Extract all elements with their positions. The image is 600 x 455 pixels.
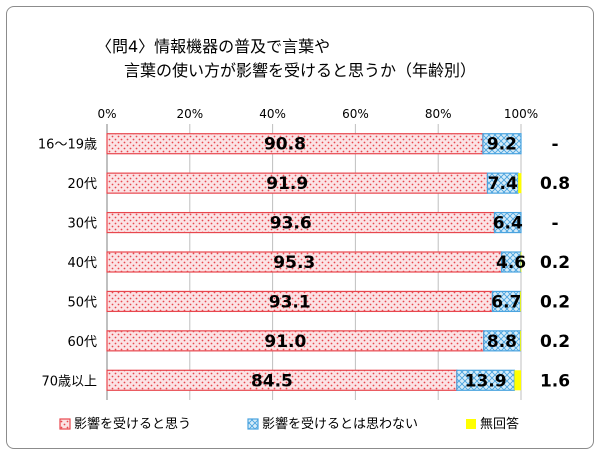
data-label: 84.5: [251, 371, 293, 391]
data-label-no-answer: 0.2: [540, 253, 570, 273]
bar-segment: [518, 173, 522, 194]
legend-swatch: [247, 418, 259, 430]
data-label-no-answer: 1.6: [540, 371, 570, 391]
data-label: 93.1: [269, 292, 311, 312]
x-tick-label: 60%: [342, 107, 369, 121]
data-label: 13.9: [465, 371, 507, 391]
category-label: 50代: [67, 295, 97, 310]
chart-title-line: 〈問4〉情報機器の普及で言葉や: [96, 37, 330, 56]
bar-segment: [520, 291, 521, 312]
x-tick-label: 20%: [176, 107, 203, 121]
data-label-no-answer: 0.8: [540, 174, 570, 194]
x-tick-label: 100%: [504, 107, 538, 121]
data-label-no-answer: -: [551, 135, 558, 155]
bar-segment: [520, 252, 522, 272]
data-label: 6.7: [491, 292, 521, 312]
category-label: 60代: [67, 335, 97, 350]
data-label: 6.4: [493, 214, 523, 234]
category-label: 30代: [67, 217, 97, 232]
data-label: 93.6: [270, 214, 312, 234]
data-label: 7.4: [488, 174, 518, 194]
legend-swatch: [59, 418, 71, 430]
x-tick-label: 80%: [425, 107, 452, 121]
data-label: 90.8: [264, 135, 306, 155]
bar-segment: [493, 211, 522, 234]
data-label-no-answer: -: [551, 214, 558, 234]
data-label: 8.8: [487, 332, 517, 352]
data-label: 9.2: [487, 135, 517, 155]
category-label: 20代: [67, 177, 97, 192]
data-label-no-answer: 0.2: [540, 332, 570, 352]
category-label: 40代: [67, 256, 97, 271]
legend-label: 無回答: [480, 416, 519, 432]
legend-label: 影響を受けるとは思わない: [262, 416, 418, 432]
data-label: 91.0: [264, 332, 306, 352]
x-tick-label: 40%: [259, 107, 286, 121]
data-label: 4.6: [496, 253, 526, 273]
category-label: 16～19歳: [38, 138, 97, 153]
data-label: 91.9: [266, 174, 308, 194]
category-label: 70歳以上: [41, 374, 97, 389]
bar-segment: [482, 133, 522, 155]
legend-label: 影響を受けると思う: [74, 416, 191, 432]
bar-segment: [520, 330, 521, 351]
x-tick-label: 0%: [97, 107, 116, 121]
data-label-no-answer: 0.2: [540, 292, 570, 312]
bar-segment: [514, 370, 521, 391]
legend-swatch: [466, 419, 476, 429]
chart-title-line: 言葉の使い方が影響を受けると思うか（年齢別）: [124, 61, 476, 80]
data-label: 95.3: [273, 253, 315, 273]
